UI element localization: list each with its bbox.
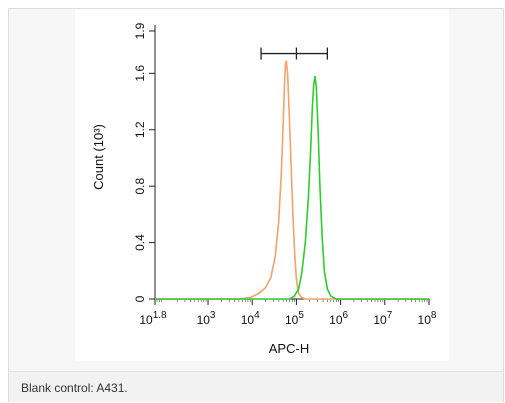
y-axis-label: Count (10³) — [91, 124, 106, 190]
figure-card: 0 0.4 0.8 1.2 1.6 1.9 101.8 103 104 105 106 107 108 … — [8, 8, 504, 402]
x-tick-label-5: 107 — [373, 310, 392, 327]
y-tick-label-2: 0.8 — [133, 177, 147, 194]
y-tick-label-0: 0 — [133, 295, 147, 302]
x-tick-label-0: 101.8 — [139, 310, 167, 327]
x-tick-label-4: 106 — [329, 310, 348, 327]
y-tick-label-4: 1.6 — [133, 65, 147, 82]
x-tick-label-2: 104 — [241, 310, 260, 327]
y-tick-label-3: 1.2 — [133, 121, 147, 138]
chart-panel: 0 0.4 0.8 1.2 1.6 1.9 101.8 103 104 105 106 107 108 … — [75, 9, 449, 361]
y-tick-label-5: 1.9 — [133, 22, 147, 39]
x-tick-label-1: 103 — [197, 310, 216, 327]
plot-layer: 0 0.4 0.8 1.2 1.6 1.9 101.8 103 104 105 106 107 108 — [133, 22, 437, 327]
x-tick-label-3: 105 — [285, 310, 304, 327]
histogram-series-0 — [155, 60, 429, 300]
y-tick-label-1: 0.4 — [133, 234, 147, 251]
figure-caption: Blank control: A431. — [21, 381, 128, 395]
histogram-series-1 — [155, 75, 429, 300]
caption-bar: Blank control: A431. — [9, 371, 503, 402]
x-tick-label-6: 108 — [418, 310, 437, 327]
x-axis-label: APC-H — [269, 341, 309, 356]
